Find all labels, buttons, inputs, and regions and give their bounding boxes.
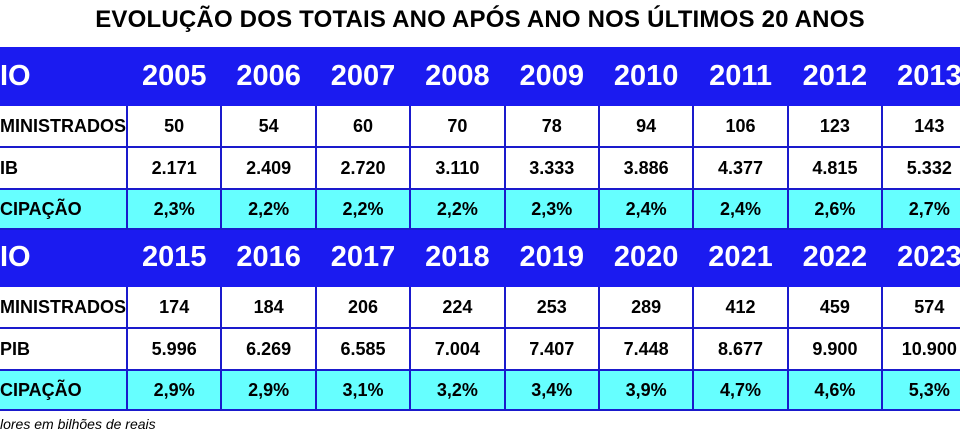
value-cell: 3,9% bbox=[597, 369, 695, 411]
value-cell: 8.677 bbox=[692, 327, 789, 371]
year-header-cell: 2012 bbox=[786, 47, 884, 106]
value-cell: 9.900 bbox=[786, 327, 884, 371]
value-cell: 459 bbox=[786, 285, 884, 329]
value-cell: 2,3% bbox=[125, 188, 223, 230]
year-header-cell: 2016 bbox=[220, 228, 317, 287]
value-cell: 4.815 bbox=[786, 146, 884, 190]
year-header-cell: 2022 bbox=[786, 228, 884, 287]
table-row: IB 2.171 2.409 2.720 3.110 3.333 3.886 4.377 4.8… bbox=[0, 146, 960, 190]
value-cell: 2,2% bbox=[314, 188, 412, 230]
value-cell: 184 bbox=[220, 285, 317, 329]
value-cell: 412 bbox=[692, 285, 789, 329]
value-cell: 3.333 bbox=[503, 146, 600, 190]
value-cell: 2,9% bbox=[220, 369, 317, 411]
year-header-cell: 2011 bbox=[692, 47, 789, 106]
year-header-cell: 2009 bbox=[503, 47, 600, 106]
value-cell: 2,3% bbox=[503, 188, 600, 230]
year-header-cell: 2008 bbox=[409, 47, 506, 106]
value-cell: 2,6% bbox=[786, 188, 884, 230]
value-cell: 143 bbox=[881, 104, 960, 148]
row-label-cell: MINISTRADOS bbox=[0, 285, 128, 329]
value-cell: 3,1% bbox=[314, 369, 412, 411]
year-header-cell: 2005 bbox=[125, 47, 223, 106]
value-cell: 5,3% bbox=[881, 369, 960, 411]
data-table-wrap: IO 2005 2006 2007 2008 2009 2010 2011 2012 2013 MI… bbox=[0, 47, 960, 411]
table-row: CIPAÇÃO 2,9% 2,9% 3,1% 3,2% 3,4% 3,9% 4,7% 4,6% 5… bbox=[0, 369, 960, 411]
value-cell: 6.585 bbox=[314, 327, 412, 371]
row-label-cell: CIPAÇÃO bbox=[0, 369, 128, 411]
year-header-cell: 2007 bbox=[314, 47, 412, 106]
row-label-cell: PIB bbox=[0, 327, 128, 371]
footnote: lores em bilhões de reais bbox=[0, 416, 156, 432]
value-cell: 54 bbox=[220, 104, 317, 148]
value-cell: 174 bbox=[125, 285, 223, 329]
value-cell: 70 bbox=[409, 104, 506, 148]
value-cell: 2,4% bbox=[692, 188, 789, 230]
value-cell: 78 bbox=[503, 104, 600, 148]
value-cell: 289 bbox=[597, 285, 695, 329]
value-cell: 2,7% bbox=[881, 188, 960, 230]
value-cell: 60 bbox=[314, 104, 412, 148]
year-header-cell: 2006 bbox=[220, 47, 317, 106]
data-table: IO 2005 2006 2007 2008 2009 2010 2011 2012 2013 MI… bbox=[0, 47, 960, 411]
row-label-cell: IB bbox=[0, 146, 128, 190]
value-cell: 7.448 bbox=[597, 327, 695, 371]
year-header-cell: 2013 bbox=[881, 47, 960, 106]
header-row: IO 2015 2016 2017 2018 2019 2020 2021 2022 2023 bbox=[0, 228, 960, 287]
value-cell: 4.377 bbox=[692, 146, 789, 190]
value-cell: 3.110 bbox=[409, 146, 506, 190]
value-cell: 2,4% bbox=[597, 188, 695, 230]
value-cell: 2.171 bbox=[125, 146, 223, 190]
year-header-cell: 2018 bbox=[409, 228, 506, 287]
value-cell: 253 bbox=[503, 285, 600, 329]
row-label-cell: MINISTRADOS bbox=[0, 104, 128, 148]
header-label-cell: IO bbox=[0, 228, 128, 287]
value-cell: 4,6% bbox=[786, 369, 884, 411]
value-cell: 106 bbox=[692, 104, 789, 148]
year-header-cell: 2023 bbox=[881, 228, 960, 287]
value-cell: 123 bbox=[786, 104, 884, 148]
year-header-cell: 2019 bbox=[503, 228, 600, 287]
value-cell: 3.886 bbox=[597, 146, 695, 190]
chart-title: EVOLUÇÃO DOS TOTAIS ANO APÓS ANO NOS ÚLT… bbox=[95, 6, 865, 33]
value-cell: 3,4% bbox=[503, 369, 600, 411]
year-header-cell: 2020 bbox=[597, 228, 695, 287]
header-label-cell: IO bbox=[0, 47, 128, 106]
table-row: MINISTRADOS 50 54 60 70 78 94 106 123 143 bbox=[0, 104, 960, 148]
value-cell: 5.996 bbox=[125, 327, 223, 371]
value-cell: 10.900 bbox=[881, 327, 960, 371]
year-header-cell: 2021 bbox=[692, 228, 789, 287]
header-row: IO 2005 2006 2007 2008 2009 2010 2011 2012 2013 bbox=[0, 47, 960, 106]
table-row: PIB 5.996 6.269 6.585 7.004 7.407 7.448 8.677 9.… bbox=[0, 327, 960, 371]
value-cell: 7.407 bbox=[503, 327, 600, 371]
value-cell: 206 bbox=[314, 285, 412, 329]
value-cell: 3,2% bbox=[409, 369, 506, 411]
value-cell: 574 bbox=[881, 285, 960, 329]
table-row: CIPAÇÃO 2,3% 2,2% 2,2% 2,2% 2,3% 2,4% 2,4% 2,6% 2… bbox=[0, 188, 960, 230]
value-cell: 7.004 bbox=[409, 327, 506, 371]
value-cell: 2,2% bbox=[220, 188, 317, 230]
value-cell: 94 bbox=[597, 104, 695, 148]
year-header-cell: 2010 bbox=[597, 47, 695, 106]
year-header-cell: 2015 bbox=[125, 228, 223, 287]
row-label-cell: CIPAÇÃO bbox=[0, 188, 128, 230]
value-cell: 224 bbox=[409, 285, 506, 329]
value-cell: 4,7% bbox=[692, 369, 789, 411]
value-cell: 2.409 bbox=[220, 146, 317, 190]
value-cell: 50 bbox=[125, 104, 223, 148]
value-cell: 5.332 bbox=[881, 146, 960, 190]
table-row: MINISTRADOS 174 184 206 224 253 289 412 459 574 bbox=[0, 285, 960, 329]
value-cell: 2,9% bbox=[125, 369, 223, 411]
value-cell: 6.269 bbox=[220, 327, 317, 371]
value-cell: 2.720 bbox=[314, 146, 412, 190]
value-cell: 2,2% bbox=[409, 188, 506, 230]
year-header-cell: 2017 bbox=[314, 228, 412, 287]
